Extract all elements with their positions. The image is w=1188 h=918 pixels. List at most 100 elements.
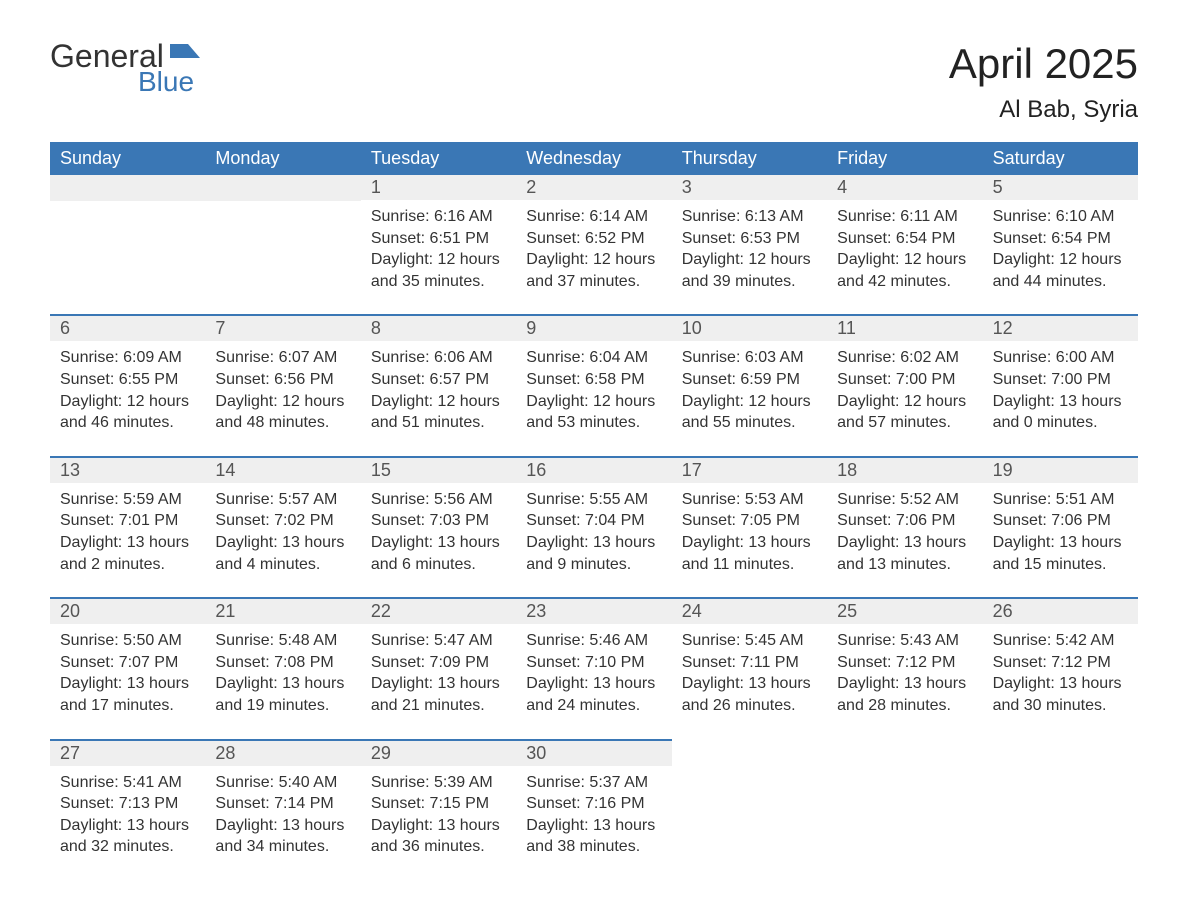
calendar-cell: 19 Sunrise: 5:51 AMSunset: 7:06 PMDayligh…: [983, 456, 1138, 597]
day-number: 28: [215, 743, 235, 763]
info-line: Daylight: 12 hours: [993, 249, 1128, 271]
info-line: and 19 minutes.: [215, 695, 350, 717]
calendar-cell: 9Sunrise: 6:04 AMSunset: 6:58 PMDaylight…: [516, 314, 671, 455]
daynum-row: 19: [983, 456, 1138, 483]
info-line: and 57 minutes.: [837, 412, 972, 434]
day-number: 23: [526, 601, 546, 621]
info-line: Sunset: 6:56 PM: [215, 369, 350, 391]
day-number: 7: [215, 318, 225, 338]
info-line: Sunset: 6:52 PM: [526, 228, 661, 250]
info-line: Sunrise: 5:37 AM: [526, 772, 661, 794]
day-number: 17: [682, 460, 702, 480]
info-line: Sunrise: 5:48 AM: [215, 630, 350, 652]
info-line: Sunset: 7:05 PM: [682, 510, 817, 532]
info-line: Daylight: 13 hours: [60, 532, 195, 554]
location: Al Bab, Syria: [949, 96, 1138, 124]
info-line: and 15 minutes.: [993, 554, 1128, 576]
calendar-cell: 16Sunrise: 5:55 AMSunset: 7:04 PMDayligh…: [516, 456, 671, 597]
calendar-cell: 26Sunrise: 5:42 AMSunset: 7:12 PMDayligh…: [983, 597, 1138, 738]
day-number: 19: [993, 460, 1013, 480]
calendar-cell: 30Sunrise: 5:37 AMSunset: 7:16 PMDayligh…: [516, 739, 671, 880]
daynum-row: 2: [516, 175, 671, 200]
info-line: and 53 minutes.: [526, 412, 661, 434]
info-line: Daylight: 12 hours: [526, 391, 661, 413]
info-line: Sunset: 7:15 PM: [371, 793, 506, 815]
day-number: 20: [60, 601, 80, 621]
info-line: and 28 minutes.: [837, 695, 972, 717]
info-line: Daylight: 13 hours: [371, 532, 506, 554]
day-info: Sunrise: 5:55 AMSunset: 7:04 PMDaylight:…: [526, 489, 661, 575]
info-line: Sunset: 7:03 PM: [371, 510, 506, 532]
info-line: Daylight: 13 hours: [993, 391, 1128, 413]
calendar-cell: 1Sunrise: 6:16 AMSunset: 6:51 PMDaylight…: [361, 175, 516, 314]
info-line: Sunrise: 5:53 AM: [682, 489, 817, 511]
day-info: Sunrise: 5:51 AMSunset: 7:06 PMDaylight:…: [993, 489, 1128, 575]
calendar-grid: SundayMondayTuesdayWednesdayThursdayFrid…: [50, 142, 1138, 880]
calendar-cell: 27Sunrise: 5:41 AMSunset: 7:13 PMDayligh…: [50, 739, 205, 880]
calendar-cell: 14 Sunrise: 5:57 AMSunset: 7:02 PMDayligh…: [205, 456, 360, 597]
daynum-row: 10: [672, 314, 827, 341]
day-number: 10: [682, 318, 702, 338]
info-line: Sunrise: 5:57 AM: [215, 489, 350, 511]
info-line: and 11 minutes.: [682, 554, 817, 576]
calendar-cell: 15Sunrise: 5:56 AMSunset: 7:03 PMDayligh…: [361, 456, 516, 597]
info-line: Daylight: 12 hours: [60, 391, 195, 413]
info-line: Daylight: 13 hours: [60, 815, 195, 837]
info-line: Sunset: 7:01 PM: [60, 510, 195, 532]
day-info: Sunrise: 6:07 AMSunset: 6:56 PMDaylight:…: [215, 347, 350, 433]
day-header: Thursday: [672, 142, 827, 175]
daynum-row: 23: [516, 597, 671, 624]
calendar-cell: 7 Sunrise: 6:07 AMSunset: 6:56 PMDaylight…: [205, 314, 360, 455]
calendar-cell: 24Sunrise: 5:45 AMSunset: 7:11 PMDayligh…: [672, 597, 827, 738]
day-header: Saturday: [983, 142, 1138, 175]
info-line: Sunrise: 6:10 AM: [993, 206, 1128, 228]
calendar-cell: 21Sunrise: 5:48 AMSunset: 7:08 PMDayligh…: [205, 597, 360, 738]
info-line: Daylight: 13 hours: [837, 532, 972, 554]
info-line: Sunrise: 6:09 AM: [60, 347, 195, 369]
day-info: Sunrise: 6:02 AMSunset: 7:00 PMDaylight:…: [837, 347, 972, 433]
logo-word2: Blue: [138, 66, 200, 98]
info-line: and 37 minutes.: [526, 271, 661, 293]
day-number: 15: [371, 460, 391, 480]
day-info: Sunrise: 5:53 AMSunset: 7:05 PMDaylight:…: [682, 489, 817, 575]
month-title: April 2025: [949, 40, 1138, 88]
calendar-cell: [827, 739, 982, 880]
info-line: Sunset: 7:10 PM: [526, 652, 661, 674]
calendar-cell: 20Sunrise: 5:50 AMSunset: 7:07 PMDayligh…: [50, 597, 205, 738]
info-line: Daylight: 12 hours: [215, 391, 350, 413]
info-line: Daylight: 12 hours: [371, 391, 506, 413]
info-line: Sunset: 6:54 PM: [993, 228, 1128, 250]
day-info: Sunrise: 6:00 AMSunset: 7:00 PMDaylight:…: [993, 347, 1128, 433]
info-line: Daylight: 13 hours: [60, 673, 195, 695]
header: General Blue April 2025 Al Bab, Syria: [50, 40, 1138, 124]
day-number: 18: [837, 460, 857, 480]
info-line: Daylight: 12 hours: [837, 391, 972, 413]
daynum-row: 25: [827, 597, 982, 624]
day-number: 21: [215, 601, 235, 621]
day-info: Sunrise: 5:45 AMSunset: 7:11 PMDaylight:…: [682, 630, 817, 716]
info-line: Sunset: 7:07 PM: [60, 652, 195, 674]
daynum-row: 29: [361, 739, 516, 766]
day-info: Sunrise: 5:57 AMSunset: 7:02 PMDaylight:…: [215, 489, 350, 575]
calendar-cell: [672, 739, 827, 880]
info-line: Sunset: 7:02 PM: [215, 510, 350, 532]
info-line: Sunset: 7:12 PM: [837, 652, 972, 674]
info-line: Sunrise: 5:51 AM: [993, 489, 1128, 511]
info-line: and 17 minutes.: [60, 695, 195, 717]
day-number: 14: [215, 460, 235, 480]
day-number: 22: [371, 601, 391, 621]
daynum-row: 7: [205, 314, 360, 341]
info-line: and 4 minutes.: [215, 554, 350, 576]
day-info: Sunrise: 5:41 AMSunset: 7:13 PMDaylight:…: [60, 772, 195, 858]
daynum-row: 20: [50, 597, 205, 624]
day-number: 5: [993, 177, 1003, 197]
day-info: Sunrise: 5:42 AMSunset: 7:12 PMDaylight:…: [993, 630, 1128, 716]
info-line: and 26 minutes.: [682, 695, 817, 717]
info-line: Daylight: 13 hours: [215, 673, 350, 695]
calendar-cell: 17 Sunrise: 5:53 AMSunset: 7:05 PMDayligh…: [672, 456, 827, 597]
info-line: Sunset: 6:59 PM: [682, 369, 817, 391]
day-info: Sunrise: 5:59 AMSunset: 7:01 PMDaylight:…: [60, 489, 195, 575]
info-line: Sunrise: 6:04 AM: [526, 347, 661, 369]
info-line: Sunrise: 5:45 AM: [682, 630, 817, 652]
day-info: Sunrise: 6:03 AMSunset: 6:59 PMDaylight:…: [682, 347, 817, 433]
